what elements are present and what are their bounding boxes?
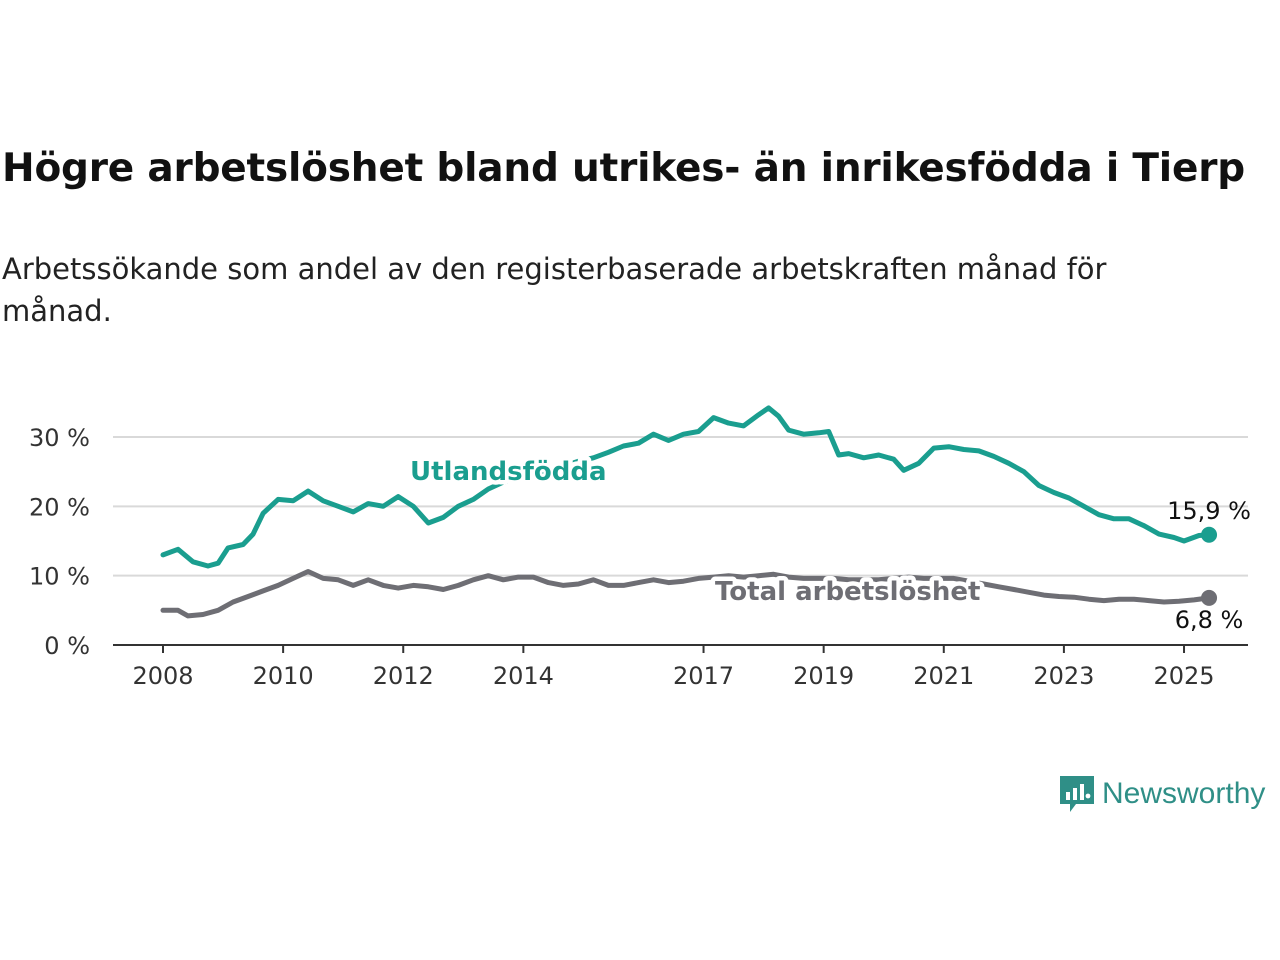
x-tick-label: 2019 [793, 662, 854, 690]
brand-name: Newsworthy [1102, 777, 1266, 810]
newsworthy-logo-icon [1060, 776, 1094, 812]
y-tick-label: 30 % [29, 424, 90, 452]
series-label-foreign: Utlandsfödda [410, 457, 607, 487]
x-tick-label: 2017 [673, 662, 734, 690]
x-tick-label: 2023 [1033, 662, 1094, 690]
series-end-marker-0 [1201, 526, 1218, 543]
series-line-0 [160, 405, 1212, 569]
series-end-marker-1 [1201, 589, 1218, 606]
series-label-total: Total arbetslöshet [715, 577, 980, 607]
chart-subtitle: Arbetssökande som andel av den registerb… [2, 252, 1107, 328]
x-tick-label: 2021 [913, 662, 974, 690]
x-tick-label: 2014 [493, 662, 554, 690]
x-tick-label: 2025 [1153, 662, 1214, 690]
newsworthy-logo: Newsworthy [1058, 772, 1265, 816]
series-line-1 [160, 569, 1212, 619]
x-tick-label: 2010 [253, 662, 314, 690]
x-tick-label: 2012 [373, 662, 434, 690]
x-tick-label: 2008 [132, 662, 193, 690]
series-end-value-0: 15,9 % [1167, 497, 1251, 525]
series-end-value-1: 6,8 % [1175, 606, 1244, 634]
y-tick-label: 20 % [29, 493, 90, 521]
y-tick-label: 0 % [44, 632, 90, 660]
chart-title: Högre arbetslöshet bland utrikes- än inr… [2, 146, 1245, 191]
y-tick-label: 10 % [29, 563, 90, 591]
